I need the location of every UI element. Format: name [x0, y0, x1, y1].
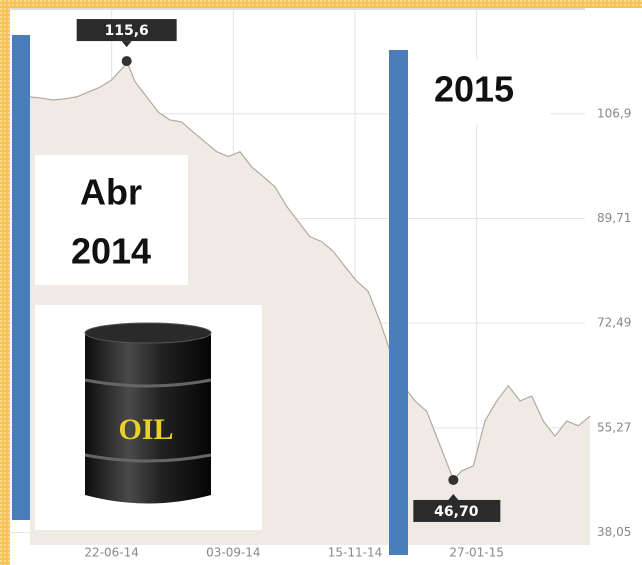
label-box [35, 155, 188, 285]
y-tick-label: 55,27 [597, 420, 631, 434]
x-tick-label: 22-06-14 [84, 546, 138, 560]
label-box [410, 60, 550, 125]
y-tick-label: 38,05 [597, 525, 631, 539]
plot-border [10, 8, 585, 10]
value-label-box [413, 499, 501, 522]
y-tick-label: 72,49 [597, 316, 631, 330]
y-tick-label: 106,9 [597, 106, 631, 120]
annotation: 2014 [71, 231, 151, 272]
annotation: 2015 [434, 69, 514, 110]
barrel-text: OIL [118, 413, 173, 446]
marker-bar [389, 50, 408, 555]
x-tick-label: 03-09-14 [206, 546, 260, 560]
marker-bar [12, 35, 30, 520]
value-label-pointer [121, 41, 132, 48]
annotation: Abr [80, 172, 142, 213]
point [448, 474, 459, 485]
value-label-box [76, 19, 177, 42]
frame-left [0, 0, 10, 565]
x-tick-label: 15-11-14 [328, 546, 382, 560]
value-label-pointer [448, 493, 459, 500]
value-label: 46,70 [434, 504, 479, 520]
oil-barrel-image: OIL [35, 305, 262, 530]
x-tick-label: 27-01-15 [449, 546, 503, 560]
y-tick-label: 89,71 [597, 211, 631, 225]
value-label: 115,6 [105, 23, 149, 39]
point [121, 56, 132, 67]
frame-top [0, 0, 642, 8]
